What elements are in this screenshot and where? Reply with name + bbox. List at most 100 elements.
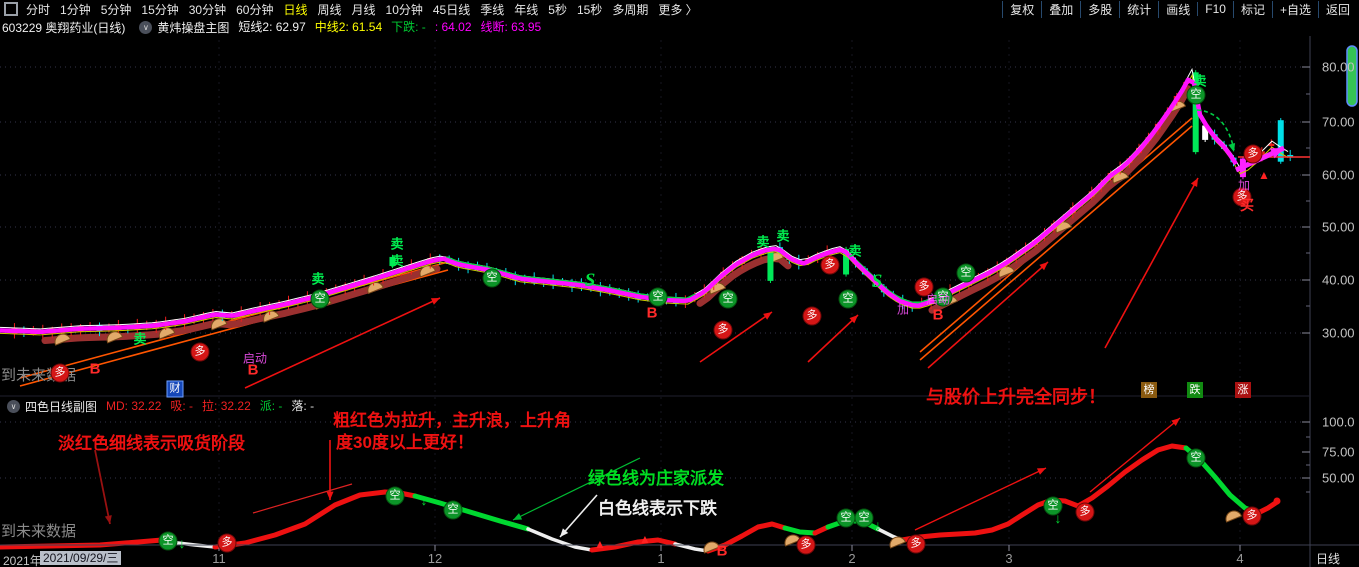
x-axis-month-label: 3: [1005, 551, 1013, 566]
toolbar-button[interactable]: 复权: [1002, 0, 1041, 18]
arrowhead: [1190, 178, 1198, 188]
buy-point-label: B: [247, 361, 259, 379]
period-tab[interactable]: 年线: [514, 2, 539, 17]
buy-point-label: B: [646, 304, 658, 322]
sub-indicator-title[interactable]: 四色日线副图: [25, 399, 98, 414]
short-signal-marker: 空: [854, 508, 874, 528]
long-signal-marker: 多: [1243, 144, 1263, 164]
period-tab[interactable]: 45日线: [432, 2, 471, 17]
x-axis-year-label: 2021年: [3, 554, 42, 567]
arrowhead: [1036, 468, 1046, 475]
down-arrow-icon: ↓: [874, 517, 882, 533]
info-bar: 603229 奥翔药业(日线) ∨ 黄炜操盘主图 短线2: 62.97 中线2: …: [0, 18, 1359, 36]
period-tab[interactable]: 5分钟: [100, 2, 132, 17]
arrowhead: [1270, 148, 1284, 159]
s-signal-label: S: [871, 271, 883, 292]
period-tab[interactable]: 更多 〉: [658, 2, 698, 17]
long-signal-marker: 多: [1232, 187, 1252, 207]
arrowhead: [560, 528, 569, 537]
window-icon[interactable]: [4, 2, 18, 16]
long-signal-marker: 多: [50, 363, 70, 383]
vertical-scrollbar-thumb[interactable]: [1346, 45, 1358, 107]
toolbar-right-buttons: 复权 叠加 多股 统计 画线 F10 标记 +自选 返回: [1002, 0, 1357, 18]
period-tab[interactable]: 多周期: [612, 2, 649, 17]
sub-indicator-value: 落: -: [291, 399, 315, 413]
four-color-line-segment: [705, 521, 788, 554]
annotation-arrow: [252, 483, 353, 514]
toolbar-button[interactable]: 叠加: [1041, 0, 1080, 18]
period-tab[interactable]: 5秒: [548, 2, 567, 17]
x-axis-period-label[interactable]: 日线: [1316, 552, 1341, 566]
rank-badge[interactable]: 涨: [1235, 382, 1251, 398]
buy-point-label: B: [716, 542, 728, 560]
period-tab[interactable]: 月线: [351, 2, 376, 17]
rank-badge[interactable]: 榜: [1141, 382, 1157, 398]
up-triangle-icon: ▲: [594, 537, 606, 551]
four-color-line-segment: [526, 527, 594, 552]
sell-label: 卖: [848, 243, 862, 259]
x-axis-month-label: 12: [427, 551, 443, 566]
annotation-arrow: [1089, 417, 1181, 493]
short-signal-marker: 空: [1186, 85, 1206, 105]
period-tab[interactable]: 分时: [26, 2, 51, 17]
period-tab[interactable]: 60分钟: [236, 2, 274, 17]
arrowhead: [1171, 418, 1180, 427]
x-axis-month-label: 4: [1236, 551, 1244, 566]
annotation-text: 粗红色为拉升，主升浪，上升角: [333, 411, 571, 430]
toolbar-button[interactable]: +自选: [1271, 0, 1318, 18]
sub-indicator-value: 拉: 32.22: [202, 399, 251, 413]
annotation-arrow: [512, 457, 641, 521]
up-triangle-icon: ▲: [639, 532, 651, 546]
period-tab[interactable]: 周线: [317, 2, 342, 17]
magenta-main-line: [0, 77, 1238, 335]
rank-badge[interactable]: 跌: [1187, 382, 1203, 398]
indicator-name[interactable]: 黄炜操盘主图: [157, 20, 230, 35]
y-axis-label: 50.00: [1322, 470, 1355, 486]
period-tab[interactable]: 日线: [283, 2, 308, 17]
watermark-text: 用到未来数据: [0, 523, 77, 540]
arrowhead: [430, 298, 440, 305]
period-tab[interactable]: 15秒: [576, 2, 603, 17]
long-signal-marker: 多: [906, 534, 926, 554]
toolbar-button[interactable]: F10: [1197, 2, 1233, 16]
four-color-line-segment: [212, 489, 418, 550]
y-axis-label: 75.00: [1322, 444, 1355, 460]
y-axis-label: 100.0: [1322, 414, 1355, 430]
toolbar-button[interactable]: 统计: [1119, 0, 1158, 18]
short-signal-marker: 空: [385, 486, 405, 506]
period-tab[interactable]: 30分钟: [188, 2, 227, 17]
finance-report-badge[interactable]: 财: [166, 380, 184, 398]
sell-label: 卖: [390, 253, 404, 269]
down-arrow-icon: ↓: [178, 535, 186, 551]
short-signal-marker: 空: [933, 287, 953, 307]
hand-icon: [1225, 510, 1243, 523]
toolbar-button[interactable]: 画线: [1158, 0, 1197, 18]
long-signal-marker: 多: [1242, 506, 1262, 526]
long-signal-marker: 多: [217, 533, 237, 553]
annotation-text: 与股价上升完全同步！: [926, 387, 1106, 407]
annotation-arrow: [699, 311, 773, 363]
x-axis-date-box[interactable]: 2021/09/29/三: [40, 551, 122, 565]
toolbar-button[interactable]: 标记: [1232, 0, 1272, 18]
sell-label: 卖: [311, 271, 325, 287]
hand-icon: [889, 536, 907, 549]
period-tab[interactable]: 季线: [480, 2, 505, 17]
toolbar-button[interactable]: 多股: [1080, 0, 1119, 18]
arrowhead: [763, 312, 772, 320]
long-signal-marker: 多: [802, 306, 822, 326]
toolbar-button[interactable]: 返回: [1317, 0, 1357, 18]
y-axis-label: 80.00: [1322, 59, 1355, 75]
chevron-down-icon[interactable]: ∨: [7, 399, 20, 413]
chart-canvas[interactable]: [0, 36, 1359, 567]
chevron-down-icon[interactable]: ∨: [139, 20, 153, 34]
arrowhead: [1039, 262, 1048, 271]
period-tab[interactable]: 15分钟: [141, 2, 179, 17]
x-axis-month-label: 11: [212, 551, 226, 566]
period-tab[interactable]: 10分钟: [385, 2, 423, 17]
short-signal-marker: 空: [482, 268, 502, 288]
buy-point-label: B: [89, 360, 101, 378]
period-tab[interactable]: 1分钟: [60, 2, 91, 17]
sub-indicator-header: ∨ 四色日线副图 MD: 32.22 吸: - 拉: 32.22 派: - 落: -: [2, 398, 323, 414]
four-color-line-segment: [412, 493, 531, 532]
x-axis-month-label: 2: [848, 551, 856, 566]
